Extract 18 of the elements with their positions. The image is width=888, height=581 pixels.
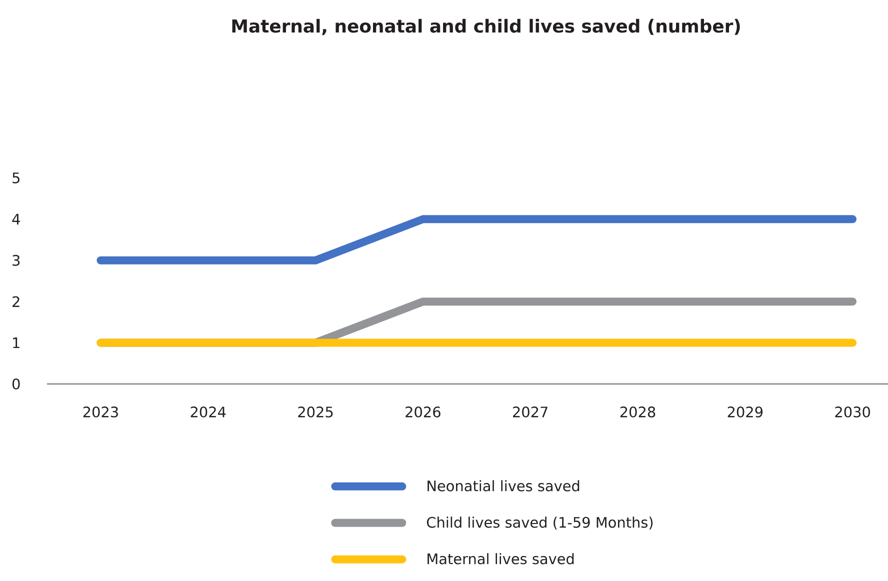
x-tick-label: 2026: [406, 406, 440, 418]
x-tick-label: 2025: [298, 406, 333, 418]
y-tick-label: 0: [12, 378, 20, 390]
legend-label: Neonatial lives saved: [428, 480, 580, 492]
y-tick-label: 3: [12, 254, 20, 266]
x-tick-label: 2028: [620, 406, 656, 418]
chart-title: Maternal, neonatal and child lives saved (number): [232, 18, 740, 36]
legend-label: Maternal lives saved: [428, 553, 574, 564]
legend-label: Child lives saved (1-59 Months): [426, 516, 653, 530]
x-tick-label: 2023: [83, 406, 118, 418]
y-tick-label: 1: [13, 338, 20, 348]
x-tick-label: 2027: [513, 406, 548, 418]
x-tick-label: 2030: [835, 406, 870, 418]
x-tick-label: 2024: [190, 406, 226, 418]
y-tick-label: 5: [12, 172, 20, 184]
y-tick-label: 4: [12, 214, 20, 224]
y-tick-label: 2: [12, 296, 20, 307]
x-tick-label: 2029: [728, 406, 763, 418]
